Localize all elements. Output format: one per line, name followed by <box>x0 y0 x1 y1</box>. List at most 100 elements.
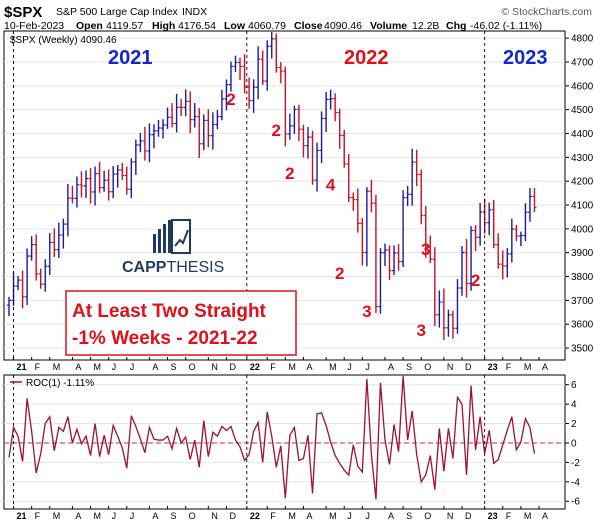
roc-x-tick-label: J <box>112 511 117 521</box>
header-open: 4119.57 <box>106 20 143 32</box>
header-symbol: $SPX <box>4 4 42 21</box>
ohlc-bar <box>38 268 43 289</box>
ohlc-bar <box>43 259 48 292</box>
header-open-label: Open <box>76 20 103 32</box>
price-x-tick-label: N <box>447 362 454 372</box>
roc-x-tick-label: J <box>130 511 135 521</box>
price-x-tick-label: N <box>211 362 218 372</box>
ohlc-bar <box>188 91 193 134</box>
ohlc-bar <box>129 158 134 199</box>
ohlc-bar <box>450 310 455 339</box>
ohlc-bar <box>151 124 156 149</box>
ohlc-bar <box>170 103 175 128</box>
ohlc-bar <box>197 108 202 159</box>
price-x-tick-label: 22 <box>250 362 260 372</box>
count-annotation: 4 <box>326 176 336 195</box>
price-x-tick-label: J <box>112 362 117 372</box>
roc-legend-label: ROC(1) -1.11% <box>26 378 94 389</box>
price-x-tick-label: O <box>424 362 431 372</box>
ohlc-bar <box>278 62 283 84</box>
ohlc-bar <box>251 79 256 113</box>
year-label-2022: 2022 <box>344 47 389 69</box>
ohlc-bar <box>7 296 11 317</box>
header-high: 4176.54 <box>178 20 216 32</box>
ohlc-bar <box>491 200 496 249</box>
ohlc-bar <box>215 109 220 130</box>
ohlc-bar <box>509 218 514 263</box>
ohlc-bar <box>70 185 75 204</box>
roc-x-tick-label: M <box>94 511 102 521</box>
ohlc-bar <box>210 112 215 150</box>
logo-text-thesis: THESIS <box>166 259 224 276</box>
roc-x-tick-label: M <box>288 511 296 521</box>
price-y-tick-label: 3700 <box>571 296 594 307</box>
header-chg: -46.02 (-1.11%) <box>470 20 542 32</box>
ohlc-bar <box>138 132 143 153</box>
roc-y-tick-label: 4 <box>571 400 577 411</box>
ohlc-bar <box>369 179 374 213</box>
count-annotation: 2 <box>272 121 281 140</box>
ohlc-bar <box>179 98 184 117</box>
count-annotation: 2 <box>471 271 480 290</box>
ohlc-bar <box>378 248 383 314</box>
ohlc-bar <box>469 226 474 291</box>
ohlc-bar <box>315 142 320 192</box>
ohlc-bar <box>56 222 61 258</box>
ohlc-bar <box>401 190 406 268</box>
ohlc-bar <box>500 250 505 280</box>
ohlc-bar <box>423 206 428 258</box>
price-x-tick-label: M <box>329 362 337 372</box>
roc-x-tick-label: D <box>465 511 472 521</box>
roc-y-tick-label: -4 <box>571 477 580 488</box>
ohlc-bar <box>47 233 52 276</box>
logo-text-capp: CAPP <box>122 259 167 276</box>
ohlc-bar <box>238 57 243 81</box>
logo-mark-bar-4 <box>168 220 171 253</box>
roc-x-tick-label: F <box>506 511 512 521</box>
ohlc-bar <box>74 176 79 208</box>
header-chg-label: Chg <box>446 20 466 32</box>
ohlc-bar <box>65 183 70 237</box>
price-y-tick-label: 4400 <box>571 129 594 140</box>
logo-mark-bar-3 <box>163 224 166 253</box>
ohlc-bar <box>34 234 39 281</box>
ohlc-bar <box>265 40 270 91</box>
price-x-tick-label: D <box>465 362 472 372</box>
ohlc-bar <box>428 235 433 263</box>
callout-box: At Least Two Straight -1% Weeks - 2021-2… <box>65 290 297 356</box>
ohlc-bar <box>382 243 387 267</box>
price-x-tick-label: M <box>94 362 102 372</box>
callout-line-2: -1% Weeks - 2021-22 <box>72 328 258 349</box>
count-annotation: 3 <box>416 321 425 340</box>
price-y-tick-label: 4800 <box>571 34 594 45</box>
roc-x-tick-label: J <box>365 511 370 521</box>
ohlc-bar <box>532 187 537 213</box>
ohlc-bar <box>274 33 279 73</box>
price-x-tick-label: A <box>306 362 312 372</box>
roc-x-tick-label: 22 <box>250 511 260 521</box>
ohlc-bar <box>346 154 351 203</box>
price-y-axis: 3500 3600 3700 3800 3900 4000 4100 4200 4300 4400… <box>565 34 594 355</box>
roc-x-tick-label: N <box>447 511 454 521</box>
roc-x-tick-label: A <box>306 511 312 521</box>
ohlc-bar <box>97 161 102 193</box>
ohlc-bar <box>20 270 25 309</box>
logo-mark-bar-2 <box>158 229 161 253</box>
ohlc-bar <box>88 168 93 204</box>
ohlc-bar <box>514 225 519 242</box>
year-dividers <box>13 31 486 360</box>
ohlc-bar <box>496 233 501 269</box>
header-high-label: High <box>152 20 175 32</box>
ohlc-bar <box>527 187 532 222</box>
roc-y-tick-label: -6 <box>571 497 580 508</box>
price-x-tick-label: M <box>524 362 532 372</box>
price-x-tick-label: J <box>130 362 135 372</box>
ohlc-bar <box>260 50 265 85</box>
ohlc-bar <box>161 119 166 139</box>
ohlc-bar <box>16 275 21 291</box>
ohlc-bar <box>441 288 446 340</box>
price-y-tick-label: 3600 <box>571 320 594 331</box>
ohlc-bar <box>206 109 211 148</box>
ohlc-bar <box>396 244 401 271</box>
